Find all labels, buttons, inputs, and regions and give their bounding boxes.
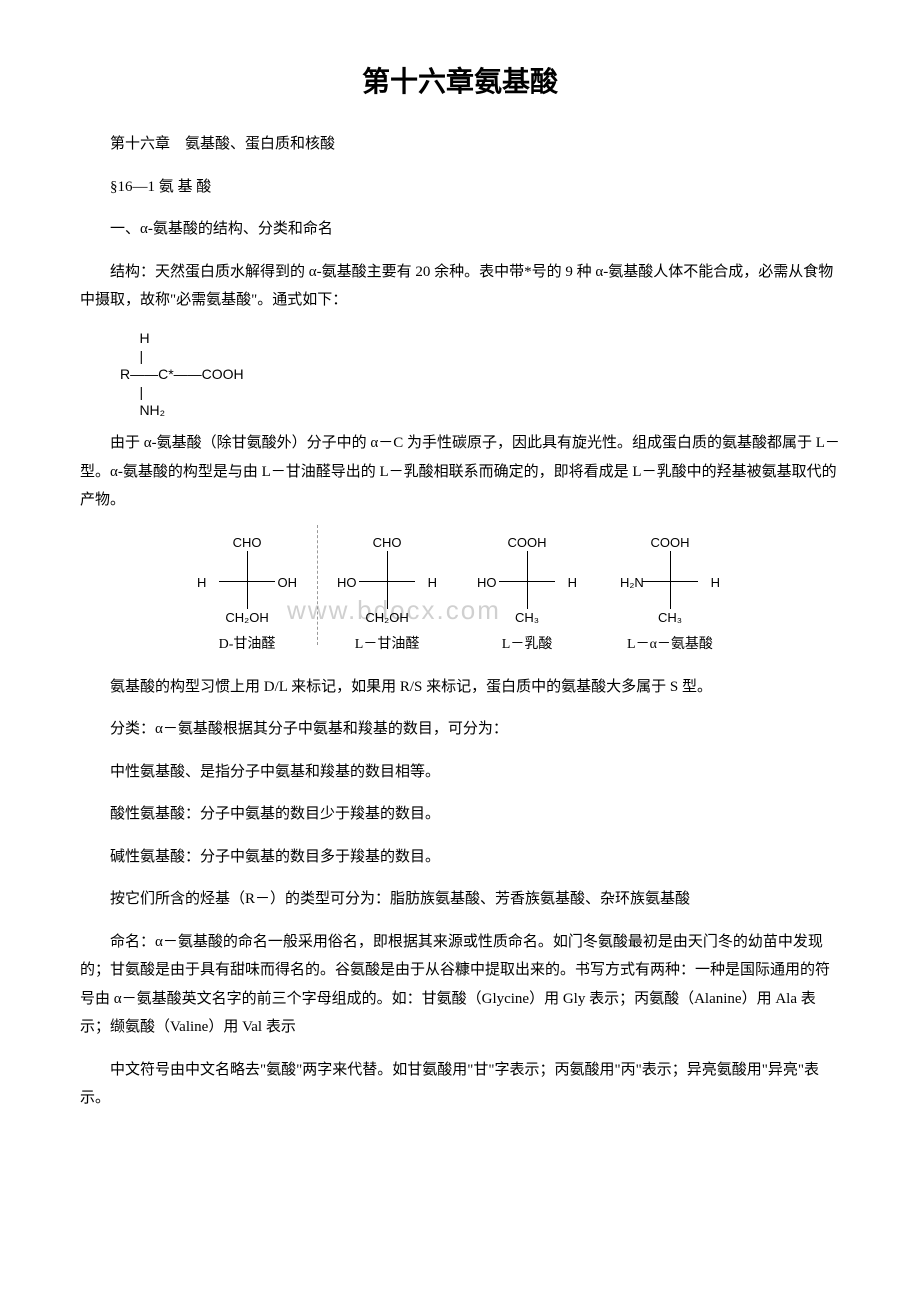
- paragraph-1: 结构：天然蛋白质水解得到的 α-氨基酸主要有 20 余种。表中带*号的 9 种 …: [80, 258, 840, 315]
- doc-title: 第十六章氨基酸: [80, 60, 840, 100]
- chapter-heading: 第十六章 氨基酸、蛋白质和核酸: [80, 130, 840, 159]
- section-heading: §16—1 氨 基 酸: [80, 173, 840, 202]
- fischer-l-amino: COOH H₂N H CH₃ L－α－氨基酸: [627, 535, 713, 653]
- fischer-right: H: [428, 575, 437, 590]
- formula-line-3: R——C*——COOH: [120, 365, 840, 383]
- fischer-d-glyceraldehyde: CHO H OH CH₂OH D-甘油醛: [207, 535, 287, 653]
- fischer-right: H: [711, 575, 720, 590]
- fischer-label: D-甘油醛: [207, 633, 287, 653]
- paragraph-10: 中文符号由中文名略去"氨酸"两字来代替。如甘氨酸用"甘"字表示；丙氨酸用"丙"表…: [80, 1056, 840, 1113]
- fischer-left: H: [197, 575, 206, 590]
- fischer-projections: CHO H OH CH₂OH D-甘油醛 CHO HO H CH₂OH L－甘油…: [80, 535, 840, 653]
- general-formula: H | R——C*——COOH | NH₂: [120, 329, 840, 420]
- fischer-right: OH: [278, 575, 298, 590]
- paragraph-4: 分类：α－氨基酸根据其分子中氨基和羧基的数目，可分为：: [80, 715, 840, 744]
- paragraph-9: 命名：α－氨基酸的命名一般采用俗名，即根据其来源或性质命名。如门冬氨酸最初是由天…: [80, 928, 840, 1042]
- fischer-l-lactic: COOH HO H CH₃ L－乳酸: [487, 535, 567, 653]
- subsection-1: 一、α-氨基酸的结构、分类和命名: [80, 215, 840, 244]
- fischer-top: COOH: [650, 535, 689, 550]
- fischer-top: COOH: [508, 535, 547, 550]
- divider-dashed: [317, 525, 318, 645]
- fischer-bottom: CH₃: [658, 610, 682, 625]
- paragraph-6: 酸性氨基酸：分子中氨基的数目少于羧基的数目。: [80, 800, 840, 829]
- paragraph-8: 按它们所含的烃基（R－）的类型可分为：脂肪族氨基酸、芳香族氨基酸、杂环族氨基酸: [80, 885, 840, 914]
- fischer-left: HO: [337, 575, 357, 590]
- fischer-left: H₂N: [620, 575, 644, 590]
- paragraph-5: 中性氨基酸、是指分子中氨基和羧基的数目相等。: [80, 758, 840, 787]
- fischer-label: L－α－氨基酸: [627, 633, 713, 653]
- fischer-l-glyceraldehyde: CHO HO H CH₂OH L－甘油醛 www.bdocx.com: [347, 535, 427, 653]
- fischer-top: CHO: [233, 535, 262, 550]
- paragraph-3: 氨基酸的构型习惯上用 D/L 来标记，如果用 R/S 来标记，蛋白质中的氨基酸大…: [80, 673, 840, 702]
- formula-line-1: H: [120, 329, 840, 347]
- paragraph-7: 碱性氨基酸：分子中氨基的数目多于羧基的数目。: [80, 843, 840, 872]
- fischer-label: L－甘油醛: [347, 633, 427, 653]
- formula-line-4: |: [120, 383, 840, 401]
- fischer-right: H: [568, 575, 577, 590]
- paragraph-2: 由于 α-氨基酸（除甘氨酸外）分子中的 α－C 为手性碳原子，因此具有旋光性。组…: [80, 429, 840, 515]
- fischer-label: L－乳酸: [487, 633, 567, 653]
- fischer-bottom: CH₃: [515, 610, 539, 625]
- fischer-left: HO: [477, 575, 497, 590]
- fischer-top: CHO: [373, 535, 402, 550]
- fischer-bottom: CH₂OH: [225, 610, 268, 625]
- formula-line-2: |: [120, 347, 840, 365]
- fischer-bottom: CH₂OH: [365, 610, 408, 625]
- formula-line-5: NH₂: [120, 401, 840, 419]
